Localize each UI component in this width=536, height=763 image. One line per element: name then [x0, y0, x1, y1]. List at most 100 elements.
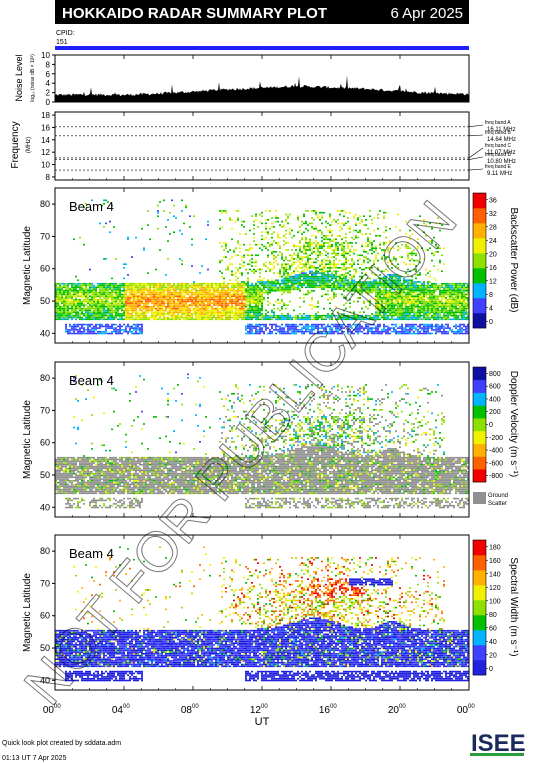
heatmap-cell [125, 330, 127, 333]
heatmap-cell [385, 256, 387, 258]
heatmap-cell [277, 329, 279, 331]
heatmap-cell [421, 311, 423, 313]
heatmap-cell [235, 282, 237, 285]
heatmap-cell [407, 298, 409, 301]
heatmap-cell [323, 284, 325, 287]
heatmap-cell [309, 282, 311, 285]
heatmap-cell [323, 261, 325, 264]
heatmap-cell [425, 309, 427, 312]
heatmap-cell [317, 332, 319, 335]
heatmap-cell [159, 307, 161, 310]
heatmap-cell [225, 243, 227, 246]
heatmap-cell [125, 290, 127, 292]
heatmap-cell [401, 282, 403, 285]
heatmap-cell [283, 314, 285, 317]
heatmap-cell [251, 329, 253, 331]
heatmap-cell [177, 286, 179, 289]
heatmap-cell [357, 323, 359, 326]
heatmap-cell [309, 243, 311, 246]
heatmap-cell [179, 288, 181, 290]
heatmap-cell [183, 309, 185, 312]
heatmap-cell [193, 318, 195, 321]
heatmap-cell [355, 282, 357, 285]
heatmap-cell [165, 282, 167, 285]
heatmap-cell [157, 211, 159, 214]
heatmap-cell [355, 213, 357, 216]
heatmap-cell [375, 298, 377, 301]
heatmap-cell [367, 277, 369, 280]
heatmap-cell [61, 291, 63, 294]
heatmap-cell [173, 297, 175, 299]
heatmap-cell [195, 304, 197, 306]
heatmap-cell [201, 284, 203, 287]
heatmap-cell [179, 318, 181, 321]
heatmap-cell [403, 309, 405, 312]
heatmap-cell [115, 300, 117, 303]
heatmap-cell [285, 284, 287, 287]
heatmap-cell [391, 281, 393, 283]
heatmap-cell [299, 277, 301, 280]
heatmap-cell [127, 298, 129, 301]
heatmap-cell [83, 298, 85, 301]
heatmap-cell [95, 306, 97, 308]
heatmap-cell [205, 286, 207, 289]
heatmap-cell [341, 274, 343, 276]
heatmap-cell [133, 323, 135, 326]
heatmap-cell [351, 242, 353, 244]
heatmap-cell [303, 231, 305, 233]
heatmap-cell [271, 288, 273, 290]
heatmap-cell [243, 304, 245, 306]
heatmap-cell [351, 279, 353, 281]
heatmap-cell [71, 304, 73, 306]
heatmap-cell [119, 298, 121, 301]
heatmap-cell [175, 298, 177, 301]
heatmap-cell [257, 284, 259, 287]
heatmap-cell [183, 297, 185, 299]
heatmap-cell [425, 314, 427, 317]
heatmap-cell [71, 314, 73, 317]
heatmap-cell [277, 279, 279, 281]
heatmap-cell [389, 295, 391, 297]
heatmap-cell [259, 286, 261, 289]
heatmap-cell [377, 316, 379, 319]
heatmap-cell [295, 245, 297, 248]
heatmap-cell [147, 304, 149, 306]
heatmap-cell [75, 290, 77, 292]
heatmap-cell [59, 293, 61, 296]
heatmap-cell [375, 254, 377, 257]
heatmap-cell [341, 288, 343, 290]
heatmap-cell [371, 313, 373, 315]
heatmap-cell [267, 297, 269, 299]
heatmap-cell [119, 332, 121, 335]
heatmap-cell [341, 314, 343, 317]
heatmap-cell [355, 235, 357, 237]
heatmap-cell [363, 316, 365, 319]
heatmap-cell [213, 290, 215, 292]
heatmap-cell [85, 293, 87, 296]
heatmap-cell [165, 306, 167, 308]
heatmap-cell [233, 288, 235, 290]
heatmap-cell [215, 316, 217, 319]
heatmap-cell [375, 297, 377, 299]
heatmap-cell [299, 318, 301, 321]
heatmap-cell [247, 272, 249, 274]
heatmap-cell [317, 314, 319, 317]
heatmap-cell [423, 297, 425, 299]
heatmap-cell [265, 210, 267, 212]
heatmap-cell [355, 272, 357, 274]
heatmap-cell [407, 288, 409, 290]
heatmap-cell [325, 332, 327, 335]
heatmap-cell [261, 290, 263, 292]
heatmap-cell [395, 242, 397, 244]
heatmap-cell [305, 281, 307, 283]
heatmap-cell [403, 332, 405, 335]
heatmap-cell [137, 284, 139, 287]
heatmap-cell [155, 318, 157, 321]
heatmap-cell [287, 279, 289, 281]
heatmap-cell [321, 222, 323, 225]
heatmap-cell [279, 282, 281, 285]
heatmap-cell [87, 311, 89, 313]
heatmap-cell [151, 306, 153, 308]
heatmap-cell [287, 288, 289, 290]
heatmap-cell [91, 298, 93, 301]
